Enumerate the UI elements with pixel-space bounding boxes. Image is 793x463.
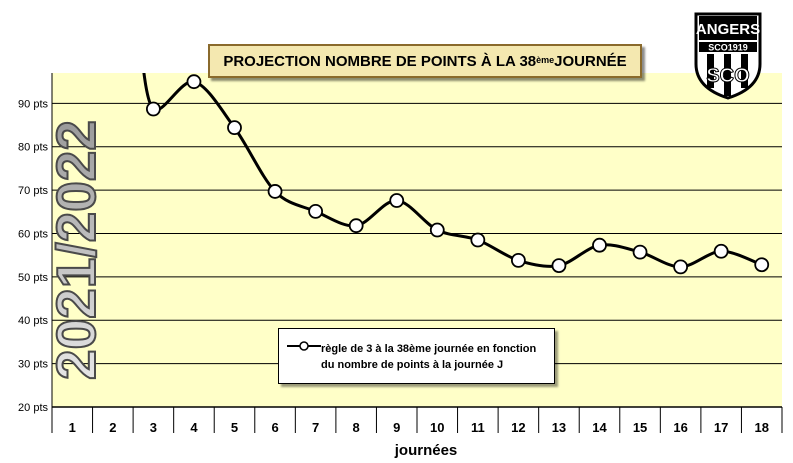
data-point xyxy=(713,243,729,259)
data-point xyxy=(592,237,607,253)
data-point xyxy=(551,258,567,273)
x-tick-label: 10 xyxy=(430,420,444,435)
title-sup: ème xyxy=(536,55,555,65)
y-tick-label: 20 pts xyxy=(18,402,48,414)
x-tick-label: 18 xyxy=(754,420,768,435)
y-tick-label: 60 pts xyxy=(18,228,48,240)
x-tick-label: 6 xyxy=(271,420,278,435)
y-tick-label: 40 pts xyxy=(18,315,48,327)
data-point xyxy=(429,222,445,238)
legend: règle de 3 à la 38ème journée en fonctio… xyxy=(278,328,555,384)
x-tick-label: 13 xyxy=(552,420,566,435)
x-tick-label: 12 xyxy=(511,420,525,435)
x-tick-label: 4 xyxy=(190,420,198,435)
data-point xyxy=(227,120,242,136)
title-end: JOURNÉE xyxy=(554,52,627,70)
x-tick-label: 17 xyxy=(714,420,728,435)
angers-sco-logo: ANGERS SCO1919 SCO xyxy=(694,12,762,100)
y-tick-label: 70 pts xyxy=(18,185,48,197)
legend-line-2: du nombre de points à la journée J xyxy=(321,359,504,371)
x-tick-label: 9 xyxy=(393,420,400,435)
logo-top-text: ANGERS xyxy=(696,21,760,38)
x-axis-label: journées xyxy=(394,442,458,459)
x-tick-label: 8 xyxy=(353,420,360,435)
data-point xyxy=(267,184,283,199)
x-tick-label: 5 xyxy=(231,420,238,435)
x-tick-label: 7 xyxy=(312,420,319,435)
data-point xyxy=(470,232,486,248)
x-tick-label: 11 xyxy=(471,420,485,435)
x-tick-label: 3 xyxy=(150,420,157,435)
data-point xyxy=(348,218,364,234)
y-tick-label: 90 pts xyxy=(18,98,48,110)
data-point xyxy=(673,259,689,275)
y-axis: 20 pts 30 pts 40 pts 50 pts 60 pts 70 pts 80 p… xyxy=(18,98,48,414)
x-tick-label: 14 xyxy=(592,420,607,435)
x-tick-label: 16 xyxy=(673,420,687,435)
logo-letters: SCO xyxy=(706,65,749,87)
legend-marker-icon xyxy=(287,341,321,351)
series-points xyxy=(145,74,770,275)
y-tick-label: 80 pts xyxy=(18,142,48,154)
chart-title: PROJECTION NOMBRE DE POINTS À LA 38 ème J… xyxy=(208,44,642,78)
data-point xyxy=(308,203,324,219)
data-point xyxy=(510,252,526,268)
data-point xyxy=(632,244,648,260)
data-point xyxy=(389,193,405,208)
data-point xyxy=(754,257,770,273)
y-tick-label: 50 pts xyxy=(18,272,48,284)
x-axis: 1 2 3 4 5 6 7 8 9 10 11 12 13 14 15 16 17 18 xyxy=(51,73,783,435)
data-point xyxy=(186,74,202,90)
y-tick-label: 30 pts xyxy=(18,359,48,371)
x-tick-label: 1 xyxy=(69,420,76,435)
legend-line-1: règle de 3 à la 38ème journée en fonctio… xyxy=(321,343,537,355)
season-label: 2021/2022 xyxy=(45,120,107,380)
x-tick-label: 2 xyxy=(109,420,116,435)
data-point xyxy=(145,101,161,117)
title-main: PROJECTION NOMBRE DE POINTS À LA 38 xyxy=(223,52,537,70)
x-tick-label: 15 xyxy=(633,420,647,435)
logo-band-text: SCO1919 xyxy=(708,43,748,53)
